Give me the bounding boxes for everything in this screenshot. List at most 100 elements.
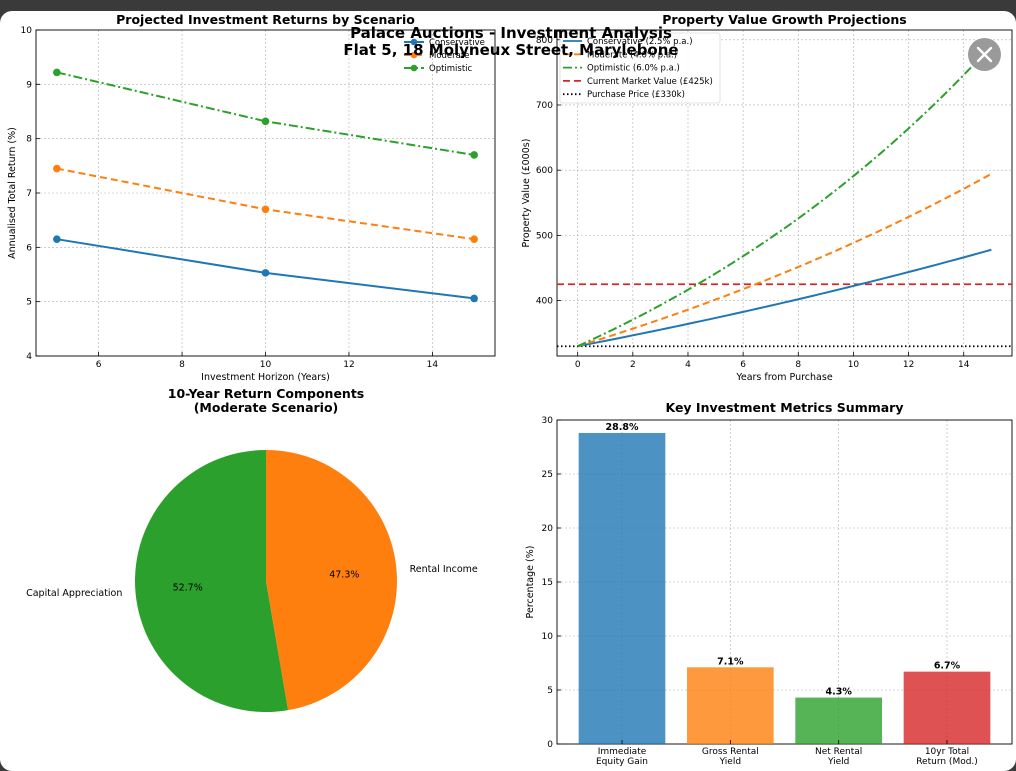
series-line <box>577 45 993 348</box>
x-tick-label: 6 <box>740 360 746 370</box>
legend-label: Purchase Price (£330k) <box>587 90 685 100</box>
y-tick-label: 700 <box>536 101 553 111</box>
y-tick-label: 9 <box>26 80 32 90</box>
x-tick-label: Gross Rental <box>702 747 759 757</box>
y-axis-label: Percentage (%) <box>525 546 536 619</box>
returns-chart: 6 8 10 12 14 4 5 6 7 8 9 10 Projected Investment Ret… <box>7 12 496 383</box>
bar <box>578 432 666 744</box>
x-tick-label: 12 <box>903 360 914 370</box>
series-line <box>577 248 992 348</box>
x-tick-label: 6 <box>96 360 102 370</box>
legend-marker <box>410 51 418 59</box>
data-point <box>53 68 61 77</box>
series-line <box>56 238 475 300</box>
y-tick-label: 25 <box>542 470 553 480</box>
y-axis-label: Annualised Total Return (%) <box>7 127 18 259</box>
y-tick-label: 7 <box>26 189 32 199</box>
x-tick-label: Yield <box>719 757 741 767</box>
legend-label: Conservative (2.5% p.a.) <box>587 37 693 47</box>
data-point <box>261 269 270 277</box>
y-tick-label: 5 <box>26 298 32 308</box>
data-point <box>470 151 478 159</box>
legend-marker <box>410 64 418 72</box>
y-tick-label: 800 <box>536 36 553 46</box>
data-point <box>53 164 61 173</box>
y-tick-label: 4 <box>26 352 32 362</box>
return-components-pie: 52.7% Capital Appreciation 47.3% Rental Inc… <box>26 386 478 713</box>
bar <box>795 697 882 744</box>
x-tick-label: 12 <box>343 360 354 370</box>
chart-title: Projected Investment Returns by Scenario <box>116 12 415 27</box>
pie-slice-label: Capital Appreciation <box>26 588 122 599</box>
y-tick-label: 5 <box>547 686 553 696</box>
bar-value-label: 28.8% <box>606 422 639 433</box>
data-point <box>470 294 478 303</box>
figure-subtitle: Flat 5, 18 Molyneux Street, Marylebone <box>343 41 678 59</box>
legend-label: Optimistic <box>429 64 473 74</box>
legend-label: Current Market Value (£425k) <box>587 77 713 87</box>
data-point <box>261 205 270 214</box>
x-tick-label: 10 <box>260 360 272 370</box>
chart-subtitle: (Moderate Scenario) <box>194 400 339 415</box>
x-tick-label: Immediate <box>598 747 647 757</box>
chart-title: Property Value Growth Projections <box>662 12 906 27</box>
legend-label: Conservative <box>429 38 485 48</box>
legend: Conservative Moderate Optimistic <box>404 38 485 74</box>
legend-label: Optimistic (6.0% p.a.) <box>587 64 680 74</box>
legend: Conservative (2.5% p.a.) Moderate (4.0% p… <box>559 32 721 104</box>
bar-value-label: 4.3% <box>825 687 852 698</box>
y-tick-label: 8 <box>26 135 32 145</box>
y-tick-label: 6 <box>26 243 32 253</box>
x-tick-label: 14 <box>958 360 970 370</box>
x-tick-label: Return (Mod.) <box>916 757 978 767</box>
y-tick-label: 600 <box>536 166 553 176</box>
image-viewer: 6 8 10 12 14 4 5 6 7 8 9 10 Projected Investment Ret… <box>0 11 1016 771</box>
y-tick-label: 400 <box>536 297 553 307</box>
x-tick-label: 2 <box>630 360 636 370</box>
pie-pct-label: 52.7% <box>173 583 203 594</box>
growth-chart: 0 2 4 6 8 10 12 14 400 500 600 700 800 Property Value… <box>521 12 1013 383</box>
pie-slice <box>135 450 289 713</box>
figure: 6 8 10 12 14 4 5 6 7 8 9 10 Projected Investment Ret… <box>7 12 1013 767</box>
figure-title: Palace Auctions - Investment Analysis <box>350 24 672 42</box>
x-tick-label: 10 <box>848 360 860 370</box>
x-axis-label: Years from Purchase <box>735 372 833 383</box>
y-tick-label: 10 <box>542 632 554 642</box>
close-icon <box>976 46 993 63</box>
bar-value-label: 6.7% <box>934 661 961 672</box>
legend-label: Moderate (4.0% p.a.) <box>587 50 677 60</box>
data-point <box>261 117 270 126</box>
data-point <box>53 235 61 243</box>
x-tick-label: 8 <box>795 360 801 370</box>
bar <box>903 671 991 744</box>
series-line <box>577 173 992 348</box>
x-axis-label: Investment Horizon (Years) <box>201 372 330 383</box>
y-tick-label: 20 <box>542 524 554 534</box>
y-axis-label: Property Value (£000s) <box>521 139 532 248</box>
x-tick-label: 8 <box>179 360 185 370</box>
y-tick-label: 15 <box>542 578 553 588</box>
x-tick-label: Equity Gain <box>596 757 648 767</box>
y-tick-label: 10 <box>21 26 33 36</box>
close-button[interactable] <box>968 38 1001 71</box>
data-point <box>470 235 478 243</box>
bar <box>687 667 774 744</box>
chart-title: Key Investment Metrics Summary <box>665 400 903 415</box>
x-tick-label: 14 <box>427 360 439 370</box>
plot-frame <box>556 29 1013 357</box>
y-tick-label: 500 <box>536 231 553 241</box>
series-line <box>56 71 475 156</box>
x-tick-label: 0 <box>575 360 581 370</box>
bar-value-label: 7.1% <box>717 656 744 667</box>
y-tick-label: 0 <box>547 740 553 750</box>
x-tick-label: Yield <box>827 757 849 767</box>
legend-label: Moderate <box>429 51 469 61</box>
chart-title: 10-Year Return Components <box>168 386 364 401</box>
pie-pct-label: 47.3% <box>329 569 359 580</box>
x-tick-label: Net Rental <box>815 747 862 757</box>
pie-slice <box>266 450 398 711</box>
x-tick-label: 10yr Total <box>925 747 969 757</box>
legend-marker <box>410 38 418 46</box>
legend-box <box>559 32 721 104</box>
